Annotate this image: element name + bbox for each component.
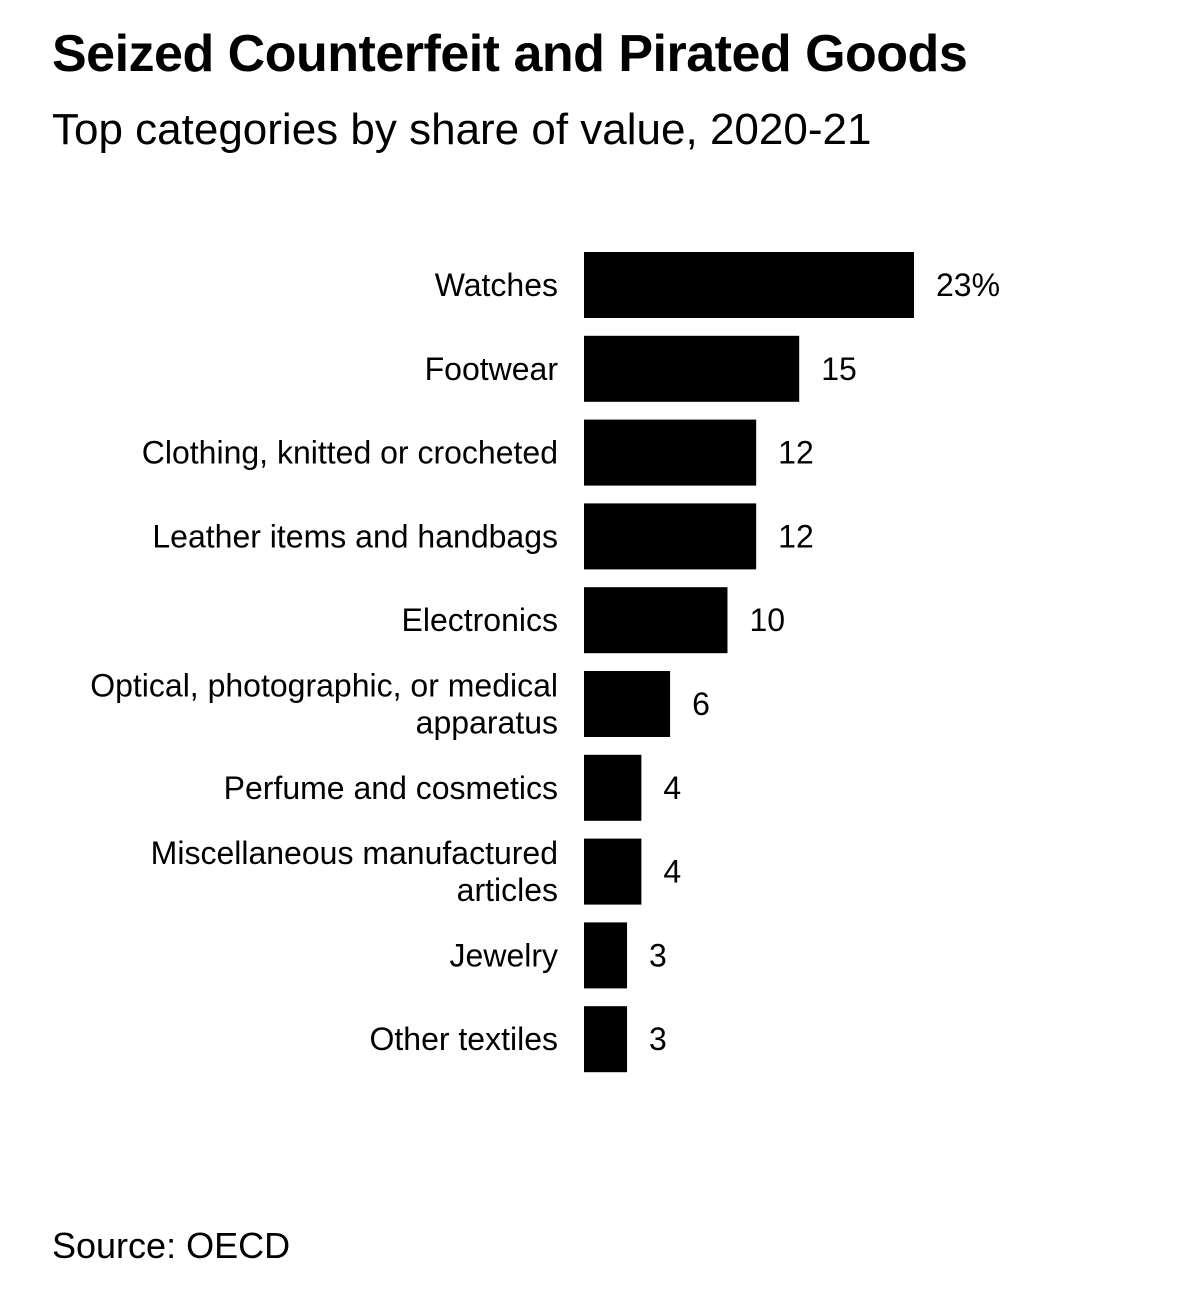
value-label-9: 3 — [649, 1021, 667, 1057]
chart-subtitle: Top categories by share of value, 2020-2… — [52, 105, 872, 154]
category-label-line: apparatus — [416, 705, 558, 741]
category-labels: Watches Footwear Clothing, knitted or croc… — [90, 267, 558, 1057]
chart-title: Seized Counterfeit and Pirated Goods — [52, 25, 968, 83]
category-label-4: Electronics — [402, 602, 559, 638]
category-label-line: articles — [457, 872, 558, 908]
category-label-3: Leather items and handbags — [152, 518, 558, 554]
source-note: Source: OECD — [52, 1225, 291, 1266]
bar-6 — [584, 754, 642, 821]
value-label-6: 4 — [663, 770, 681, 806]
category-label-1: Footwear — [425, 351, 559, 387]
value-label-2: 12 — [778, 435, 814, 471]
category-label-2: Clothing, knitted or crocheted — [142, 435, 558, 471]
bars-group — [584, 252, 914, 1073]
category-label-0: Watches — [435, 267, 558, 303]
category-label-5: Optical, photographic, or medical apparat… — [90, 668, 558, 741]
bar-3 — [584, 503, 757, 570]
category-label-line: Clothing, knitted or crocheted — [142, 435, 558, 471]
category-label-8: Jewelry — [450, 937, 558, 973]
value-label-8: 3 — [649, 937, 667, 973]
bar-1 — [584, 335, 800, 402]
value-labels: 23% 15 12 12 10 6 4 4 3 3 — [649, 267, 1000, 1057]
value-label-3: 12 — [778, 518, 814, 554]
category-label-line: Electronics — [402, 602, 559, 638]
category-label-line: Miscellaneous manufactured — [151, 835, 558, 871]
category-label-line: Footwear — [425, 351, 559, 387]
category-label-line: Watches — [435, 267, 558, 303]
category-label-line: Optical, photographic, or medical — [90, 668, 558, 704]
bar-7 — [584, 838, 642, 905]
bar-0 — [584, 252, 914, 318]
bar-8 — [584, 922, 628, 989]
value-label-4: 10 — [749, 602, 785, 638]
bar-2 — [584, 419, 757, 486]
value-label-0: 23% — [936, 267, 1000, 303]
category-label-6: Perfume and cosmetics — [224, 770, 558, 806]
category-label-line: Leather items and handbags — [152, 518, 558, 554]
value-label-1: 15 — [821, 351, 857, 387]
category-label-9: Other textiles — [369, 1021, 558, 1057]
value-label-7: 4 — [663, 854, 681, 890]
category-label-line: Jewelry — [450, 937, 558, 973]
category-label-line: Other textiles — [369, 1021, 558, 1057]
bar-5 — [584, 671, 671, 737]
bar-9 — [584, 1006, 628, 1073]
bar-4 — [584, 587, 728, 654]
bar-chart: Watches Footwear Clothing, knitted or croc… — [90, 252, 1000, 1073]
value-label-5: 6 — [692, 686, 710, 722]
category-label-line: Perfume and cosmetics — [224, 770, 558, 806]
category-label-7: Miscellaneous manufactured articles — [151, 835, 558, 908]
